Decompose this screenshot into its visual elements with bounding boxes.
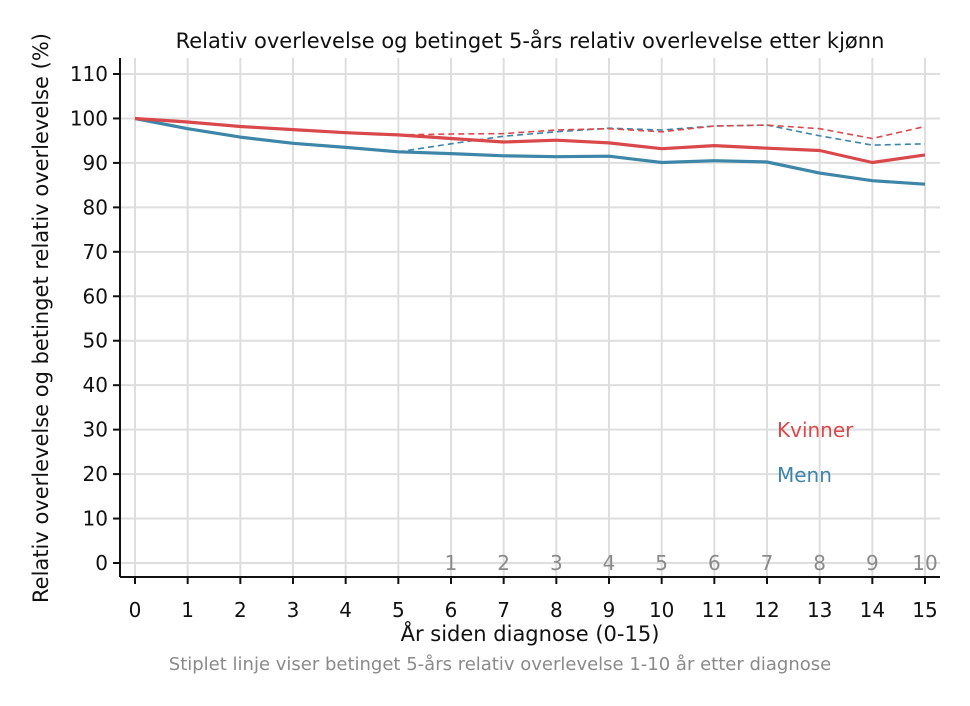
x-tick-label: 9 <box>603 598 616 622</box>
x-tick-label: 12 <box>754 598 779 622</box>
series-line-conditional-menn <box>398 124 926 153</box>
x-tick-label: 13 <box>807 598 832 622</box>
conditional-year-label: 6 <box>708 551 721 575</box>
y-tick-labels: 0 10 20 30 40 50 60 70 80 90 100 110 <box>70 62 108 575</box>
series-line-conditional-kvinner <box>398 124 926 140</box>
y-tick-label: 40 <box>83 373 108 397</box>
conditional-year-label: 1 <box>445 551 458 575</box>
y-tick-label: 90 <box>83 151 108 175</box>
y-tick-label: 60 <box>83 284 108 308</box>
conditional-year-label: 4 <box>603 551 616 575</box>
x-tick-label: 15 <box>912 598 937 622</box>
axes <box>113 58 940 584</box>
y-tick-label: 10 <box>83 507 108 531</box>
y-tick-label: 80 <box>83 195 108 219</box>
x-tick-label: 0 <box>129 598 142 622</box>
series-lines <box>134 116 926 186</box>
legend: Kvinner Menn <box>777 418 854 487</box>
x-tick-label: 8 <box>550 598 563 622</box>
y-tick-label: 20 <box>83 462 108 486</box>
conditional-year-label: 7 <box>761 551 774 575</box>
x-tick-label: 1 <box>181 598 194 622</box>
x-tick-label: 10 <box>649 598 674 622</box>
x-tick-label: 11 <box>702 598 727 622</box>
footnote: Stiplet linje viser betinget 5-års relat… <box>169 654 831 675</box>
x-axis-label: År siden diagnose (0-15) <box>401 620 660 646</box>
conditional-year-label: 3 <box>550 551 563 575</box>
y-axis-label: Relativ overlevelse og betinget relativ … <box>29 33 53 603</box>
conditional-year-label: 5 <box>655 551 668 575</box>
x-tick-label: 3 <box>287 598 300 622</box>
x-tick-label: 5 <box>392 598 405 622</box>
x-tick-label: 4 <box>339 598 352 622</box>
y-tick-label: 0 <box>95 551 108 575</box>
y-tick-label: 110 <box>70 62 108 86</box>
x-tick-label: 2 <box>234 598 247 622</box>
chart-title: Relativ overlevelse og betinget 5-års re… <box>176 28 885 53</box>
conditional-year-label: 8 <box>813 551 826 575</box>
y-tick-label: 100 <box>70 106 108 130</box>
conditional-year-ticks: 1 2 3 4 5 6 7 8 9 10 <box>445 551 938 575</box>
series-line-kvinner <box>134 116 926 165</box>
x-tick-label: 7 <box>497 598 510 622</box>
legend-item: Menn <box>777 463 832 487</box>
x-tick-labels: 0 1 2 3 4 5 6 7 8 9 10 11 12 13 14 15 <box>129 598 938 622</box>
series-line-menn <box>134 116 926 186</box>
y-tick-label: 70 <box>83 240 108 264</box>
x-tick-label: 6 <box>445 598 458 622</box>
y-tick-label: 30 <box>83 418 108 442</box>
y-tick-label: 50 <box>83 329 108 353</box>
conditional-year-label: 9 <box>866 551 879 575</box>
x-tick-label: 14 <box>860 598 885 622</box>
conditional-year-label: 10 <box>912 551 937 575</box>
conditional-year-label: 2 <box>497 551 510 575</box>
legend-item: Kvinner <box>777 418 854 442</box>
